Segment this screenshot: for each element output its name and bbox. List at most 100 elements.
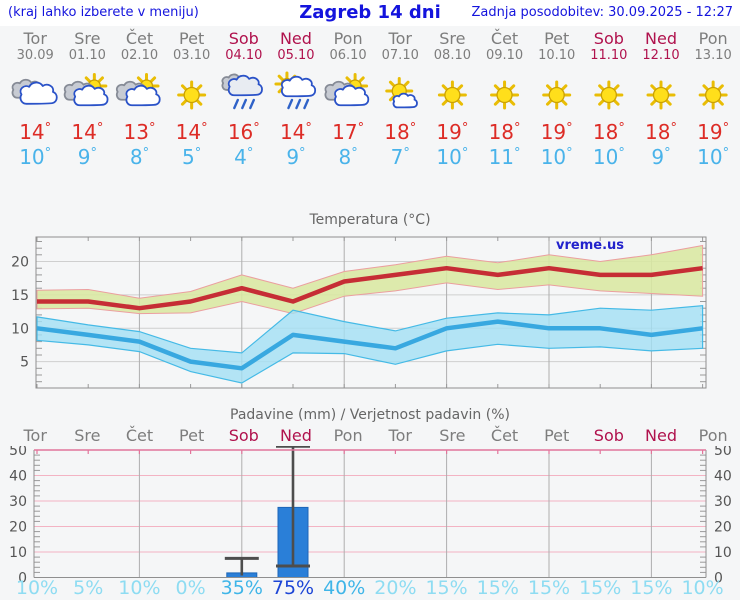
weather-icon-rain <box>221 73 263 110</box>
high-temp: 14° <box>71 120 104 144</box>
precip-probability: 15% <box>630 577 673 599</box>
svg-text:50: 50 <box>714 446 732 459</box>
day-name: Sre <box>74 29 101 48</box>
precip-day-label: Ned <box>279 426 312 445</box>
svg-text:5: 5 <box>20 355 29 371</box>
low-temp: 10° <box>592 145 625 169</box>
temperature-chart: 5 10 15 20 <box>11 236 707 389</box>
precip-day-label: Čet <box>490 426 519 445</box>
day-name: Pet <box>544 29 570 48</box>
weather-icon-sunny <box>594 80 624 110</box>
high-temp: 14° <box>175 120 208 144</box>
svg-text:0: 0 <box>18 571 27 585</box>
low-temp: 7° <box>390 145 410 169</box>
precip-day-label: Pet <box>544 426 570 445</box>
svg-text:40: 40 <box>714 469 732 485</box>
precip-day-label: Tor <box>23 426 47 445</box>
low-temp: 4° <box>234 145 254 169</box>
svg-text:40: 40 <box>9 469 27 485</box>
precip-probability: 15% <box>425 577 468 599</box>
precip-day-label: Čet <box>125 426 154 445</box>
svg-text:20: 20 <box>9 520 27 536</box>
svg-text:30: 30 <box>9 494 27 510</box>
svg-text:20: 20 <box>11 255 29 271</box>
day-name: Sob <box>228 29 259 48</box>
precip-day-label: Sob <box>228 426 259 445</box>
precip-day-label: Pon <box>698 426 728 445</box>
day-date: 06.10 <box>329 48 367 63</box>
day-column: Pon 06.10 <box>320 29 376 64</box>
precip-probability: 15% <box>579 577 622 599</box>
weather-icon-cloudy <box>11 78 58 105</box>
precip-day-label: Sre <box>74 426 101 445</box>
svg-text:10: 10 <box>9 545 27 561</box>
high-temp: 14° <box>19 120 52 144</box>
weather-icon-partly-cloudy <box>324 73 370 107</box>
day-column: Tor 30.09 <box>7 29 63 64</box>
svg-text:20: 20 <box>714 520 732 536</box>
day-column: Sre 01.10 <box>59 29 115 64</box>
low-temp: 10° <box>697 145 730 169</box>
day-name: Čet <box>490 29 519 48</box>
high-temp: 19° <box>540 120 573 144</box>
min-temp-line <box>36 319 703 371</box>
weather-icon-sunny <box>490 80 520 110</box>
svg-text:10: 10 <box>11 321 29 337</box>
precip-probability: 15% <box>527 577 571 599</box>
day-date: 05.10 <box>277 48 315 63</box>
precip-day-label: Ned <box>645 426 677 445</box>
day-name: Tor <box>23 29 47 48</box>
day-date: 12.10 <box>642 48 680 63</box>
weather-icon-partly-cloudy <box>63 73 109 107</box>
day-column: Sre 08.10 <box>424 29 480 64</box>
day-name: Pon <box>333 29 363 48</box>
low-temp: 8° <box>338 145 358 169</box>
precip-probability: 10% <box>681 577 724 599</box>
day-date: 30.09 <box>16 48 54 63</box>
day-date: 11.10 <box>590 48 628 63</box>
precip-day-label: Sre <box>439 426 466 445</box>
day-date: 02.10 <box>120 48 159 63</box>
low-temp: 9° <box>651 145 671 169</box>
day-name: Sre <box>439 29 466 48</box>
weather-icon-mostly-sunny <box>385 77 418 109</box>
day-column: Čet 09.10 <box>477 29 533 64</box>
day-name: Ned <box>645 29 677 48</box>
weather-icon-sunny <box>437 80 467 110</box>
low-temp: 10° <box>19 145 52 169</box>
svg-text:15: 15 <box>11 288 29 304</box>
precip-probability: 0% <box>175 577 206 599</box>
precip-day-label: Sob <box>593 426 624 445</box>
max-temp-line <box>37 265 703 311</box>
day-date: 08.10 <box>433 48 471 63</box>
high-temp: 19° <box>697 120 730 144</box>
svg-text:30: 30 <box>714 494 732 510</box>
temperature-chart-title: Temperatura (°C) <box>309 212 431 228</box>
day-column: Čet 02.10 <box>112 29 168 64</box>
precip-probability: 40% <box>323 577 366 599</box>
day-column: Pon 13.10 <box>685 30 740 64</box>
header-note: (kraj lahko izberete v meniju) <box>8 5 199 20</box>
day-name: Sob <box>593 29 624 48</box>
low-temp: 5° <box>182 145 202 169</box>
day-column: Sob 11.10 <box>581 29 637 64</box>
watermark: vreme.us <box>556 238 624 253</box>
precipitation-chart-title: Padavine (mm) / Verjetnost padavin (%) <box>230 407 510 423</box>
weather-icon-sunny <box>646 80 676 110</box>
high-temp: 14° <box>279 120 312 144</box>
day-date: 13.10 <box>694 48 732 63</box>
weather-icons-row <box>11 71 728 110</box>
day-date: 03.10 <box>173 48 211 63</box>
low-temp: 9° <box>286 145 306 169</box>
day-name: Tor <box>388 29 412 48</box>
day-column: Tor 07.10 <box>372 29 428 64</box>
day-column: Pet 03.10 <box>164 30 220 64</box>
day-date: 10.10 <box>538 48 576 63</box>
high-temp: 18° <box>384 120 417 144</box>
day-name: Čet <box>125 29 154 48</box>
low-temp: 8° <box>129 145 150 169</box>
low-temp: 10° <box>436 145 469 169</box>
high-temp: 19° <box>436 120 469 144</box>
precip-day-label: Pet <box>179 426 205 445</box>
day-date: 09.10 <box>485 48 524 63</box>
